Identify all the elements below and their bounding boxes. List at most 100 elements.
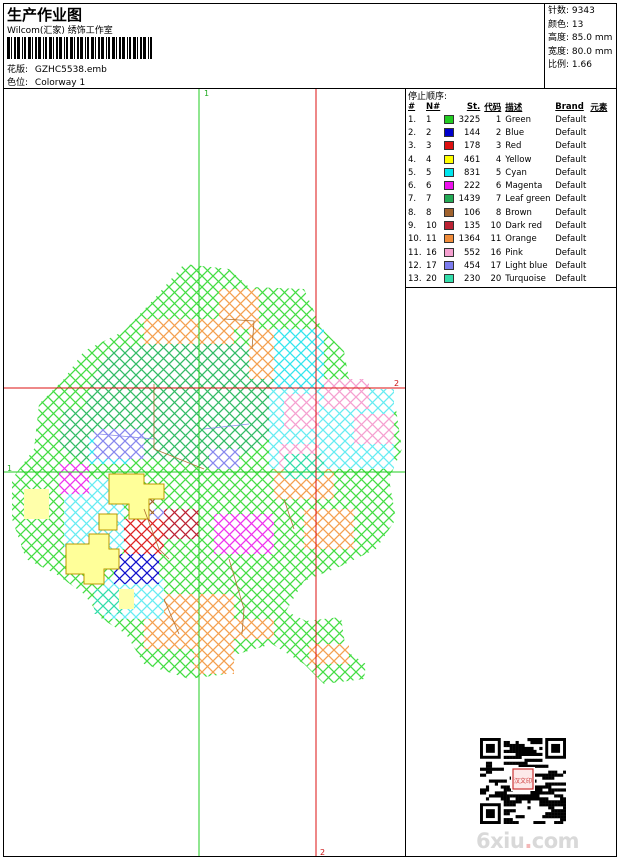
thread-list-divider	[406, 287, 617, 288]
thread-seq: 9.	[408, 221, 417, 232]
color-swatch	[444, 221, 455, 231]
qr-code: 汉文印	[480, 738, 566, 824]
thread-element	[588, 153, 609, 166]
color-swatch	[444, 274, 455, 284]
color-swatch	[444, 247, 455, 257]
embroidery-preview: 1 2 1 2	[4, 89, 405, 856]
thread-desc: Blue	[505, 127, 525, 138]
watermark-brand: 6xiu.com	[476, 829, 580, 853]
thread-swatch	[442, 259, 456, 272]
thread-swatch	[442, 233, 456, 246]
thread-brand: Default	[555, 234, 587, 245]
thread-stitches: 831	[464, 167, 481, 178]
thread-needle: 16	[426, 247, 437, 258]
thread-element	[588, 113, 609, 126]
thread-code: 20	[490, 274, 502, 285]
thread-desc: Orange	[505, 234, 537, 245]
thread-row: 5. 5 831 5 Cyan Default	[406, 166, 609, 179]
thread-row: 11. 16 552 16 Pink Default	[406, 246, 609, 259]
design-file-label: 花版:	[7, 65, 29, 75]
thread-swatch	[442, 153, 456, 166]
thread-swatch	[442, 273, 456, 286]
thread-swatch	[442, 113, 456, 126]
thread-desc: Leaf green	[505, 194, 551, 205]
header-bottom-divider	[3, 88, 617, 89]
thread-stitches: 135	[464, 221, 481, 232]
thread-code: 8	[495, 207, 502, 218]
thread-code: 11	[490, 234, 502, 245]
color-swatch	[444, 207, 455, 217]
thread-stitches: 3225	[458, 114, 481, 125]
crosshair-label-v2: 2	[320, 848, 325, 856]
thread-brand: Default	[555, 274, 587, 285]
thread-needle: 11	[426, 234, 437, 245]
thread-seq: 8.	[408, 207, 417, 218]
thread-stitches: 552	[464, 247, 481, 258]
seal-text: 汉文印	[514, 777, 532, 785]
col-brand: Brand	[555, 101, 584, 112]
thread-needle: 4	[426, 154, 432, 165]
thread-swatch	[442, 246, 456, 259]
thread-code: 3	[495, 141, 502, 152]
thread-desc: Brown	[505, 207, 532, 218]
thread-code: 7	[495, 194, 502, 205]
thread-row: 1. 1 3225 1 Green Default	[406, 113, 609, 126]
thread-stitches: 461	[464, 154, 481, 165]
thread-element	[588, 193, 609, 206]
thread-element	[588, 140, 609, 153]
thread-stitches: 230	[464, 274, 481, 285]
col-element: 元素	[590, 102, 608, 113]
thread-swatch	[442, 126, 456, 139]
thread-seq: 13.	[408, 274, 422, 285]
thread-brand: Default	[555, 194, 587, 205]
spec-scale: 比例: 1.66	[548, 60, 592, 71]
thread-seq: 4.	[408, 154, 417, 165]
thread-stitches: 454	[464, 260, 481, 271]
page-title: 生产作业图	[7, 6, 83, 24]
colorway-label: 色位:	[7, 78, 29, 88]
color-swatch	[444, 167, 455, 177]
thread-brand: Default	[555, 260, 587, 271]
thread-desc: Light blue	[505, 260, 548, 271]
document-frame	[3, 3, 617, 857]
spec-colors: 颜色: 13	[548, 19, 584, 30]
thread-desc: Red	[505, 141, 522, 152]
thread-brand: Default	[555, 114, 587, 125]
cross-stitch-area	[12, 264, 402, 684]
thread-row: 6. 6 222 6 Magenta Default	[406, 179, 609, 192]
thread-seq: 11.	[408, 247, 422, 258]
thread-swatch	[442, 179, 456, 192]
thread-needle: 10	[426, 221, 437, 232]
thread-row: 13. 20 230 20 Turquoise Default	[406, 273, 609, 286]
thread-desc: Turquoise	[505, 274, 546, 285]
spec-height: 高度: 85.0 mm	[548, 33, 613, 44]
thread-code: 6	[495, 181, 502, 192]
thread-element	[588, 233, 609, 246]
thread-seq: 1.	[408, 114, 417, 125]
thread-row: 12. 17 454 17 Light blue Default	[406, 259, 609, 272]
crosshair-label-h1: 1	[7, 464, 12, 473]
thread-brand: Default	[555, 221, 587, 232]
col-seq: #	[408, 101, 416, 112]
thread-stitches: 106	[464, 207, 481, 218]
thread-row: 10. 11 1364 11 Orange Default	[406, 233, 609, 246]
thread-swatch	[442, 140, 456, 153]
thread-needle: 6	[426, 181, 432, 192]
thread-element	[588, 273, 609, 286]
color-swatch	[444, 181, 455, 191]
design-preview: 1 2 1 2	[4, 89, 405, 856]
thread-brand: Default	[555, 167, 587, 178]
thread-table: # N# St. 代码 描述 Brand 元素 1. 1 3225 1 Green Def…	[406, 100, 609, 286]
thread-seq: 12.	[408, 260, 422, 271]
thread-table-header: # N# St. 代码 描述 Brand 元素	[406, 100, 609, 113]
spec-width: 宽度: 80.0 mm	[548, 46, 613, 57]
thread-element	[588, 246, 609, 259]
thread-code: 5	[495, 167, 502, 178]
thread-needle: 17	[426, 260, 437, 271]
thread-desc: Green	[505, 114, 532, 125]
color-swatch	[444, 114, 455, 124]
thread-stitches: 144	[464, 127, 481, 138]
thread-brand: Default	[555, 127, 587, 138]
thread-brand: Default	[555, 154, 587, 165]
thread-seq: 7.	[408, 194, 417, 205]
